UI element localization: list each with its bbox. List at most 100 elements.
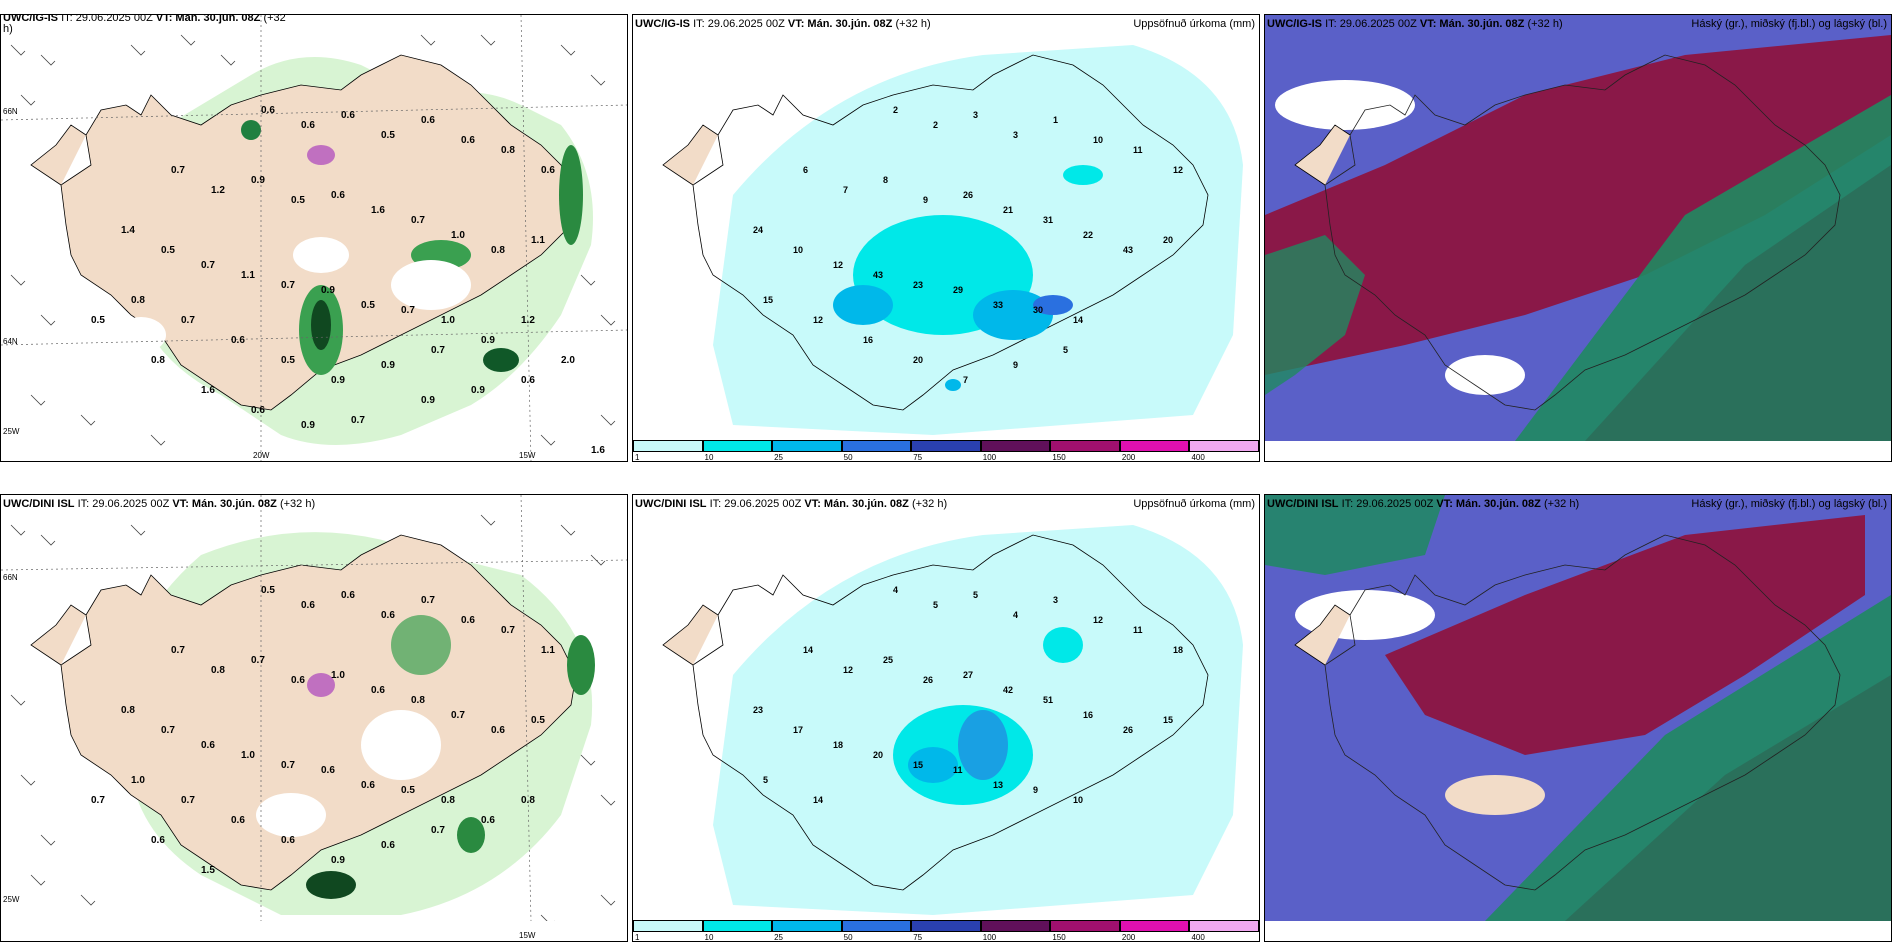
value-label: 1.0 <box>241 750 255 761</box>
value-label: 0.7 <box>281 280 295 291</box>
value-label: 0.8 <box>151 355 165 366</box>
lon-label-15: 15W <box>519 451 536 460</box>
init-time: IT: 29.06.2025 00Z <box>1341 498 1434 510</box>
value-label: 0.5 <box>401 785 415 796</box>
value-label: 0.6 <box>251 405 265 416</box>
value-label: 0.7 <box>501 625 515 636</box>
precip-map <box>633 495 1259 921</box>
panel-ig-clouds: UWC/IG-IS IT: 29.06.2025 00Z VT: Mán. 30… <box>1264 14 1892 462</box>
value-label: 15 <box>913 760 924 770</box>
value-label: 1.0 <box>451 230 465 241</box>
value-label: 1.1 <box>531 235 545 246</box>
value-label: 1.0 <box>441 315 455 326</box>
value-label: 0.8 <box>441 795 455 806</box>
value-label: 15 <box>1163 715 1174 725</box>
wind-precip-map <box>1 15 627 461</box>
value-label: 0.7 <box>171 165 185 176</box>
value-label: 11 <box>1133 145 1143 155</box>
value-label: 11 <box>1133 625 1143 635</box>
value-label: 0.7 <box>411 215 425 226</box>
value-label: 26 <box>923 675 934 685</box>
value-label: 42 <box>1003 685 1014 695</box>
value-label: 7 <box>963 375 969 385</box>
value-label: 0.5 <box>161 245 175 256</box>
value-label: 0.8 <box>211 665 225 676</box>
legend-tick: 1 <box>635 933 640 942</box>
legend-swatch <box>1050 920 1120 932</box>
value-label: 3 <box>1053 595 1059 605</box>
value-label: 2.0 <box>561 355 575 366</box>
lon-label-25: 25W <box>3 427 20 436</box>
value-label: 5 <box>933 600 939 610</box>
value-label: 0.6 <box>361 780 375 791</box>
value-label: 31 <box>1043 215 1054 225</box>
value-label: 13 <box>993 780 1004 790</box>
wind-precip-map <box>1 495 627 921</box>
panel-dini-wind: UWC/DINI ISL IT: 29.06.2025 00Z VT: Mán.… <box>0 494 628 942</box>
value-label: 0.7 <box>181 795 195 806</box>
panel-title: Uppsöfnuð úrkoma (mm) <box>1133 18 1255 30</box>
panel-ig-wind: UWC/IG-IS IT: 29.06.2025 00Z VT: Mán. 30… <box>0 14 628 462</box>
value-label: 26 <box>963 190 974 200</box>
panel-title: Uppsöfnuð úrkoma (mm) <box>1133 498 1255 510</box>
value-label: 3 <box>973 110 979 120</box>
value-label: 0.6 <box>151 835 165 846</box>
panel-dini-clouds: UWC/DINI ISL IT: 29.06.2025 00Z VT: Mán.… <box>1264 494 1892 942</box>
value-label: 6 <box>803 165 809 175</box>
value-label: 0.5 <box>281 355 295 366</box>
header-wrap-text: h) <box>3 23 13 35</box>
value-label: 1.4 <box>121 225 135 236</box>
value-label: 0.6 <box>261 105 275 116</box>
panel-header: UWC/IG-IS IT: 29.06.2025 00Z VT: Mán. 30… <box>1267 18 1887 30</box>
model-label: UWC/IG-IS <box>635 18 690 30</box>
legend-tick: 25 <box>774 933 784 942</box>
legend-tick: 400 <box>1191 453 1205 462</box>
value-label: 0.6 <box>341 590 355 601</box>
value-label: 20 <box>1163 235 1174 245</box>
value-label: 0.6 <box>301 120 315 131</box>
value-label: 23 <box>913 280 924 290</box>
legend-swatch <box>1050 440 1120 452</box>
value-label: 20 <box>873 750 884 760</box>
init-time: IT: 29.06.2025 00Z <box>77 498 170 510</box>
lon-label-15: 15W <box>519 931 536 940</box>
legend-tick: 400 <box>1191 933 1205 942</box>
value-label: 0.9 <box>331 855 345 866</box>
panel-ig-precip: UWC/IG-IS IT: 29.06.2025 00Z VT: Mán. 30… <box>632 14 1260 462</box>
value-label: 0.7 <box>161 725 175 736</box>
value-label: 27 <box>963 670 974 680</box>
value-label: 5 <box>973 590 979 600</box>
valid-time: VT: Mán. 30.jún. 08Z <box>804 498 909 510</box>
value-label: 9 <box>1033 785 1039 795</box>
value-label: 0.5 <box>291 195 305 206</box>
value-label: 10 <box>793 245 804 255</box>
value-label: 0.9 <box>421 395 435 406</box>
model-label: UWC/DINI ISL <box>635 498 707 510</box>
value-label: 4 <box>1013 610 1019 620</box>
lead-time: (+32 h) <box>911 498 948 510</box>
legend-tick: 10 <box>704 933 714 942</box>
legend-swatch <box>633 920 703 932</box>
value-label: 0.6 <box>481 815 495 826</box>
value-label: 0.7 <box>431 825 445 836</box>
value-label: 33 <box>993 300 1004 310</box>
value-label: 0.9 <box>331 375 345 386</box>
header-wrap: h) <box>3 23 623 35</box>
value-label: 0.7 <box>451 710 465 721</box>
model-label: UWC/DINI ISL <box>3 498 75 510</box>
value-label: 12 <box>1093 615 1104 625</box>
init-time: IT: 29.06.2025 00Z <box>61 14 153 24</box>
value-label: 3 <box>1013 130 1019 140</box>
value-label: 0.5 <box>91 315 105 326</box>
value-label: 9 <box>1013 360 1019 370</box>
value-label: 16 <box>863 335 874 345</box>
lat-label-66: 66N <box>3 573 18 582</box>
value-label: 12 <box>1173 165 1184 175</box>
value-label: 0.6 <box>301 600 315 611</box>
value-label: 16 <box>1083 710 1094 720</box>
value-label: 0.7 <box>421 595 435 606</box>
value-label: 0.6 <box>201 740 215 751</box>
value-label: 0.8 <box>491 245 505 256</box>
value-label: 26 <box>1123 725 1134 735</box>
value-label: 29 <box>953 285 964 295</box>
